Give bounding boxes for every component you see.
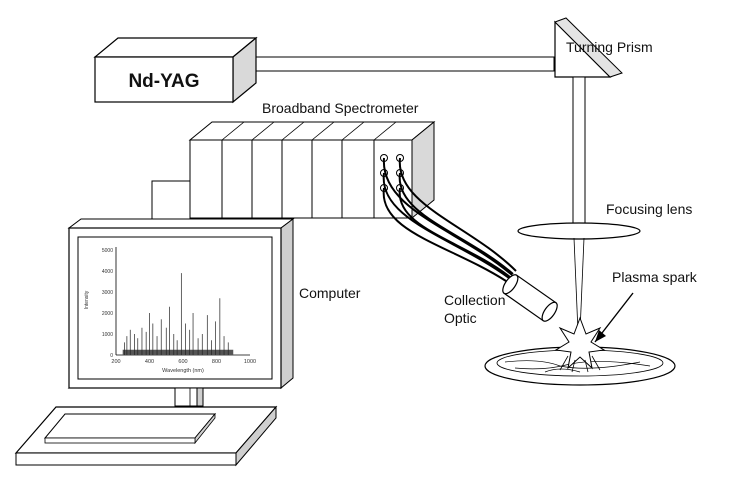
x-tick-label: 800 xyxy=(212,359,221,365)
collection-optic: Collection Optic xyxy=(444,274,558,326)
laser-label: Nd-YAG xyxy=(128,71,199,92)
y-tick-label: 1000 xyxy=(102,332,113,338)
collection-optic-label-line2: Optic xyxy=(444,310,477,326)
broadband-spectrometer: Broadband Spectrometer xyxy=(188,100,436,220)
x-tick-label: 1000 xyxy=(244,359,256,365)
focusing-lens-label: Focusing lens xyxy=(606,201,692,217)
laser-beam xyxy=(235,56,555,72)
spectrum-chart: Intensity Wavelength (nm) 200 400 600 800 10… xyxy=(84,247,256,374)
fiber-bundle xyxy=(382,157,517,282)
turning-prism-label: Turning Prism xyxy=(566,39,653,55)
y-tick-label: 3000 xyxy=(102,290,113,296)
focused-beam xyxy=(573,237,585,333)
x-tick-label: 600 xyxy=(178,359,187,365)
computer-label: Computer xyxy=(299,285,361,301)
x-tick-label: 400 xyxy=(145,359,154,365)
y-tick-label: 5000 xyxy=(102,248,113,254)
vertical-beam xyxy=(572,76,586,228)
spectrum-baseline xyxy=(122,349,234,355)
y-tick-labels: 0 1000 2000 3000 4000 5000 xyxy=(102,248,113,359)
y-axis-label: Intensity xyxy=(84,290,90,309)
collection-optic-label-line1: Collection xyxy=(444,292,505,308)
y-tick-label: 0 xyxy=(110,353,113,359)
plasma-spark xyxy=(554,316,606,373)
y-tick-label: 4000 xyxy=(102,269,113,275)
plasma-spark-label: Plasma spark xyxy=(612,269,698,285)
plasma-spark-pointer: Plasma spark xyxy=(594,269,698,343)
spectrum-peaks xyxy=(122,273,234,355)
turning-prism: Turning Prism xyxy=(554,17,653,78)
focusing-lens: Focusing lens xyxy=(517,201,692,240)
nd-yag-laser: Nd-YAG xyxy=(93,36,258,104)
x-tick-labels: 200 400 600 800 1000 xyxy=(111,359,256,365)
spectrometer-modules xyxy=(189,121,413,219)
x-tick-label: 200 xyxy=(111,359,120,365)
x-axis-label: Wavelength (nm) xyxy=(162,368,204,374)
keyboard xyxy=(43,412,217,445)
y-tick-label: 2000 xyxy=(102,311,113,317)
spectrometer-label: Broadband Spectrometer xyxy=(262,100,419,116)
